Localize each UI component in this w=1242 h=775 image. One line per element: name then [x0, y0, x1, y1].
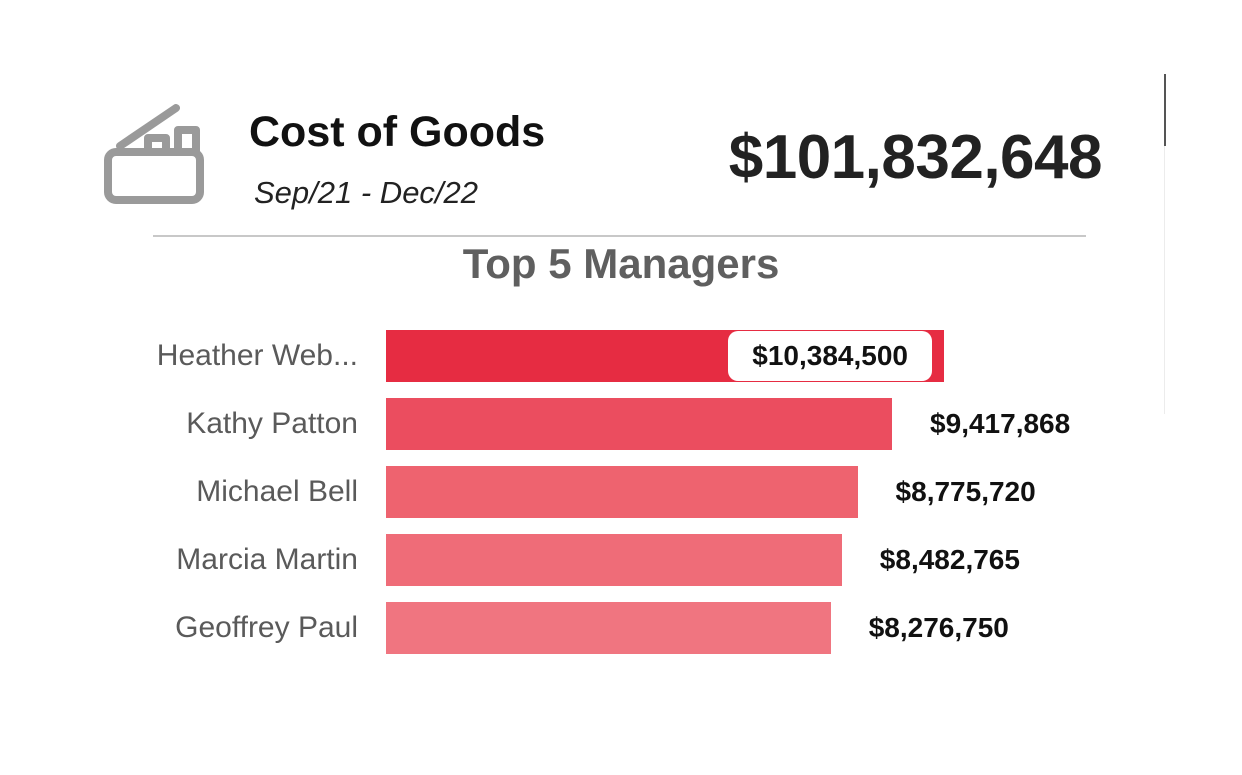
category-label: Marcia Martin	[176, 543, 358, 576]
kpi-value: $101,832,648	[728, 123, 1103, 192]
data-label: $8,775,720	[895, 476, 1036, 507]
category-label: Heather Web...	[156, 339, 358, 372]
kpi-period: Sep/21 - Dec/22	[254, 175, 479, 210]
bar[interactable]	[386, 534, 842, 586]
data-label: $10,384,500	[728, 331, 932, 381]
data-label: $8,482,765	[879, 544, 1020, 575]
scrollbar-track[interactable]	[1164, 146, 1165, 414]
kpi-title: Cost of Goods	[249, 108, 546, 156]
bar[interactable]	[386, 602, 831, 654]
divider	[153, 235, 1086, 237]
bar[interactable]	[386, 398, 893, 450]
category-label: Geoffrey Paul	[175, 611, 358, 644]
category-label: Michael Bell	[196, 475, 358, 508]
chart-title: Top 5 Managers	[462, 240, 780, 287]
bar[interactable]	[386, 466, 858, 518]
scrollbar-thumb[interactable]	[1164, 74, 1166, 146]
data-label: $8,276,750	[868, 612, 1009, 643]
data-label: $9,417,868	[930, 408, 1071, 439]
cash-register-icon	[104, 104, 204, 204]
category-label: Kathy Patton	[186, 407, 358, 440]
